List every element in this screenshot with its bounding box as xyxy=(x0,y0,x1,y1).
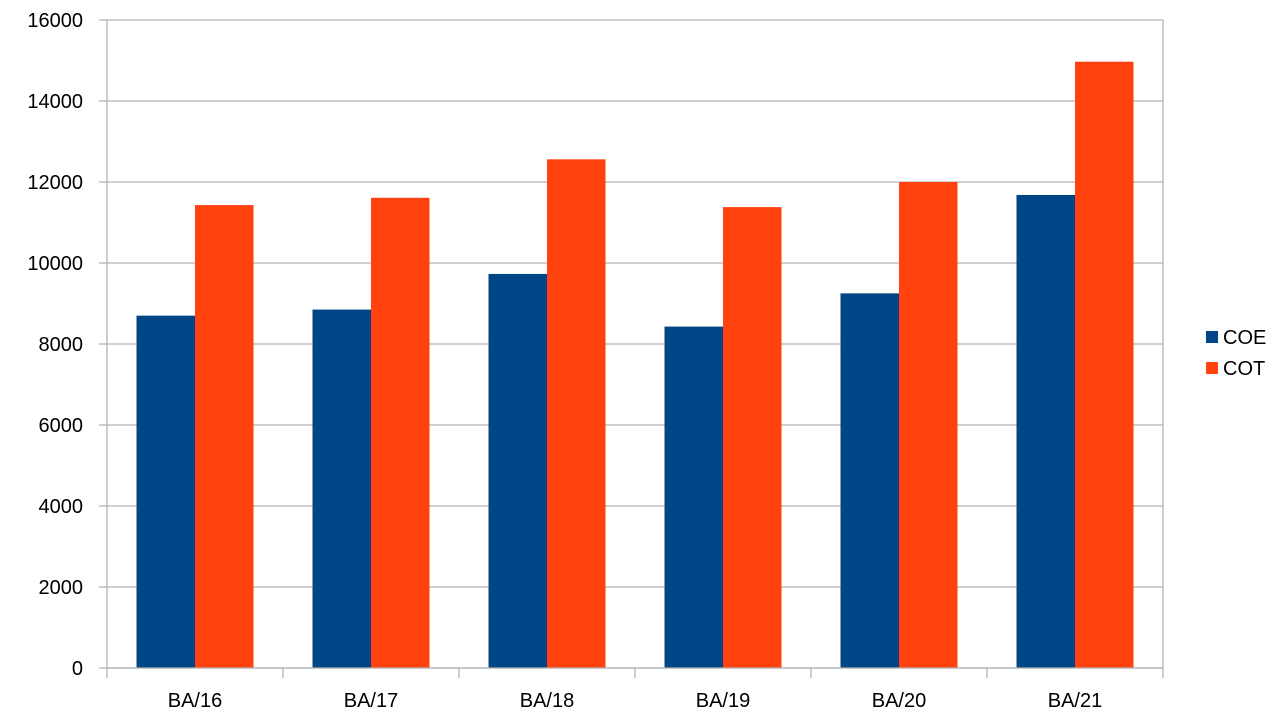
y-tick-label: 2000 xyxy=(39,577,84,599)
y-tick-label: 14000 xyxy=(27,91,83,113)
bars xyxy=(136,61,1134,669)
x-tick-label: BA/16 xyxy=(168,690,222,712)
x-tick-label: BA/20 xyxy=(872,690,926,712)
legend: COE COT xyxy=(1206,327,1266,380)
y-tick-label: 8000 xyxy=(39,334,84,356)
x-tick-label: BA/17 xyxy=(344,690,398,712)
bar-cot-5 xyxy=(1075,61,1134,668)
bar-coe-0 xyxy=(136,315,195,668)
bar-cot-2 xyxy=(547,159,606,668)
bar-cot-1 xyxy=(371,197,430,669)
y-tick-label: 10000 xyxy=(27,253,83,275)
bar-coe-2 xyxy=(488,273,547,668)
y-tick-label: 12000 xyxy=(27,172,83,194)
gridlines xyxy=(107,19,1163,669)
y-tick-label: 0 xyxy=(72,658,83,680)
bar-cot-0 xyxy=(195,205,254,668)
x-tick-label: BA/19 xyxy=(696,690,750,712)
y-tick-label: 6000 xyxy=(39,415,84,437)
legend-label-coe: COE xyxy=(1223,327,1266,349)
bar-cot-3 xyxy=(723,207,782,669)
bar-coe-3 xyxy=(664,326,723,668)
legend-label-cot: COT xyxy=(1223,358,1265,380)
legend-swatch-coe xyxy=(1206,331,1218,343)
bar-coe-1 xyxy=(312,309,371,668)
x-tick-label: BA/18 xyxy=(520,690,574,712)
y-tick-label: 16000 xyxy=(27,10,83,32)
bar-coe-4 xyxy=(840,293,899,668)
y-tick-label: 4000 xyxy=(39,496,84,518)
bar-coe-5 xyxy=(1016,194,1075,668)
bar-cot-4 xyxy=(899,182,958,668)
legend-swatch-cot xyxy=(1206,362,1218,374)
x-tick-label: BA/21 xyxy=(1048,690,1102,712)
axes: 0 2000 4000 6000 8000 10000 12000 14000 16000 BA/… xyxy=(27,10,1164,712)
